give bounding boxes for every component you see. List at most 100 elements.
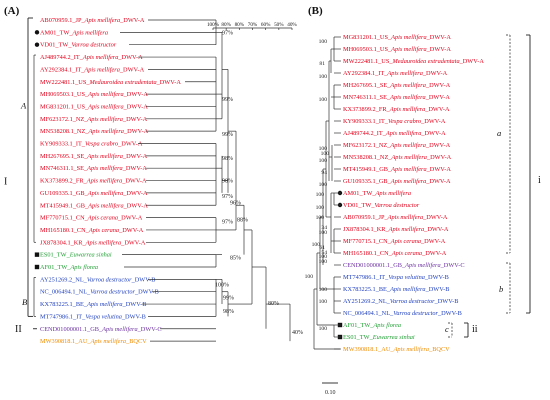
bootstrap-b-21: 100: [319, 299, 328, 305]
tip-label-b-22: AY251269.2_NL_Varroa destructor_DWV-B: [343, 298, 458, 305]
group-label-i: i: [538, 175, 541, 186]
panel-b-tree: MG831201.1_US_Apis mellifera_DWV-A MH0695…: [305, 34, 541, 396]
bootstrap-b-0: 100: [319, 39, 328, 45]
tip-label-b-1: MH069503.1_US_Apis mellifera_DWV-A: [343, 46, 451, 53]
tip-label-b-26: MW390818.1_AU_Apis mellifera_BQCV: [343, 346, 450, 353]
tip-label-b-20: MT747986.1_IT_Vespa velutina_DWV-B: [343, 274, 449, 281]
bootstrap-b-16: 61: [319, 245, 325, 251]
group-label-a: a: [497, 128, 501, 138]
tip-label-b-25: ES01_TW_Euwarrea sinhai: [343, 334, 415, 341]
scale-tick-label-4: 60%: [261, 22, 271, 28]
bootstrap-a-0: 97%: [222, 30, 233, 36]
group-label-A: A: [20, 100, 27, 110]
bootstrap-b-12: 100: [319, 230, 328, 236]
tip-label-a-26: MW390818.1_AU_Apis mellifera_BQCV: [40, 338, 147, 345]
bootstrap-a-9: 85%: [230, 256, 241, 262]
tip-label-a-18: JX878304.1_KR_Apis mellifera_DWV-A: [40, 239, 146, 246]
tip-label-a-23: KX783225.1_BE_Apis mellifera_DWV-B: [40, 301, 146, 308]
tip-label-a-4: AY292384.1_IT_Apis mellifera_DWV-A: [40, 66, 145, 73]
bootstrap-b-2: 100: [319, 74, 328, 80]
tip-label-b-14: VD01_TW_Varroa destructor: [343, 202, 420, 209]
panel-b-label: (B): [308, 5, 323, 17]
tip-label-a-16: MF770715.1_CN_Apis cerana_DWV-A: [40, 215, 143, 222]
bootstrap-b-6: 100: [319, 158, 328, 164]
tip-label-a-9: MN538208.1_NZ_Apis mellifera_DWV-A: [40, 128, 149, 135]
tip-label-b-15: AB070959.1_JP_Apis mellifera_DWV-A: [343, 214, 448, 221]
bootstrap-a-1: 99%: [222, 97, 233, 103]
scale-tick-label-3: 70%: [248, 22, 258, 28]
tip-label-a-24: MT747986.1_IT_Vespa velutina_DWV-B: [40, 313, 146, 320]
group-label-c: c: [445, 324, 449, 334]
tip-label-b-17: MF770715.1_CN_Apis cerana_DWV-A: [343, 238, 446, 245]
tip-label-a-22: NC_006494.1_NL_Varroa destructor_DWV-B: [40, 289, 159, 296]
bootstrap-a-8: 88%: [237, 218, 248, 224]
tip-marker-a-2: [34, 42, 40, 47]
tip-label-a-1: AM01_TW_Apis mellifera: [40, 29, 108, 36]
tip-label-a-25: CEND01000001.1_GB_Apis mellifera_DWV-C: [40, 326, 162, 333]
bootstrap-a-10: 100%: [215, 282, 229, 288]
bootstrap-b-5: 100: [321, 151, 330, 157]
bootstrap-b-4: 100: [319, 146, 328, 152]
group-label-B: B: [22, 297, 27, 307]
bootstrap-a-6: 96%: [230, 200, 241, 206]
bootstrap-b-10: 100: [316, 205, 325, 211]
bootstrap-a-14: 40%: [292, 330, 303, 336]
tip-label-b-21: KX783225.1_BE_Apis mellifera_DWV-B: [343, 286, 449, 293]
scale-tick-label-1: 80%: [221, 22, 231, 28]
tip-label-a-14: GU109335.1_GB_Apis mellifera_DWV-A: [40, 190, 148, 197]
tip-label-b-2: MW222481.1_US_Medauroidea extradentata_D…: [343, 58, 484, 65]
tip-label-a-5: MW222481.1_US_Medauroidea extradentata_D…: [40, 79, 181, 86]
tip-label-a-6: MH069503.1_US_Apis mellifera_DWV-A: [40, 91, 148, 98]
tip-marker-a-20: [34, 264, 40, 270]
tip-label-a-3: AJ489744.2_IT_Apis mellifera_DWV-A: [40, 54, 143, 61]
bootstrap-b-1: 81: [319, 61, 325, 67]
tip-marker-a-19: [34, 252, 40, 257]
tip-label-b-8: AJ489744.2_IT_Apis mellifera_DWV-A: [343, 130, 446, 137]
tip-label-a-20: AF01_TW_Apis florea: [40, 264, 98, 271]
tip-marker-a-1: [34, 30, 40, 35]
bootstrap-a-4: 98%: [222, 179, 233, 185]
tip-label-b-18: MH165180.1_CN_Apis cerana_DWV-A: [343, 250, 447, 257]
bootstrap-b-22: 100: [319, 326, 328, 332]
tip-label-a-11: MH267695.1_SE_Apis mellifera_DWV-A: [40, 153, 148, 160]
tip-label-b-12: GU109335.1_GB_Apis mellifera_DWV-A: [343, 178, 451, 185]
tip-label-b-6: KX373899.2_FR_Apis mellifera_DWV-A: [343, 106, 450, 113]
bootstrap-a-2: 99%: [222, 132, 233, 138]
tip-label-a-21: AY251269.2_NL_Varroa destructor_DWV-B: [40, 276, 155, 283]
tip-label-a-10: KY909333.1_IT_Vespa crabro_DWV-A: [40, 141, 143, 148]
tip-label-a-8: MF623172.1_NZ_Apis mellifera_DWV-A: [40, 116, 148, 123]
bootstrap-a-5: 97%: [222, 194, 233, 200]
bootstrap-b-14: 100: [319, 254, 328, 260]
bootstrap-a-7: 97%: [222, 220, 233, 226]
tip-label-b-9: MF623172.1_NZ_Apis mellifera_DWV-A: [343, 142, 451, 149]
bootstrap-b-13: 100: [312, 242, 321, 248]
tip-label-b-11: MT415949.1_GB_Apis mellifera_DWV-A: [343, 166, 451, 173]
bootstrap-b-3: 100: [319, 97, 328, 103]
tip-label-a-15: MT415949.1_GB_Apis mellifera_DWV-A: [40, 202, 148, 209]
tip-label-a-17: MH165180.1_CN_Apis cerana_DWV-A: [40, 227, 144, 234]
tip-label-b-23: NC_006494.1_NL_Varroa destructor_DWV-B: [343, 310, 462, 317]
tip-label-b-19: CEND01000001.1_GB_Apis mellifera_DWV-C: [343, 262, 465, 269]
tip-label-b-13: AM01_TW_Apis mellifera: [343, 190, 411, 197]
tip-label-b-5: MN746311.1_SE_Apis mellifera_DWV-A: [343, 94, 450, 101]
tip-label-a-2: VD01_TW_Varroa destructor: [40, 42, 117, 49]
bootstrap-b-8: 100: [319, 182, 328, 188]
bootstrap-b-9: 100: [316, 192, 325, 198]
scale-tick-label-2: 80%: [235, 22, 245, 28]
bootstrap-b-20: 100: [319, 287, 328, 293]
scale-tick-label-5: 50%: [274, 22, 284, 28]
tip-label-b-10: MN538208.1_NZ_Apis mellifera_DWV-A: [343, 154, 452, 161]
tip-label-a-13: KX373899.2_FR_Apis mellifera_DWV-A: [40, 178, 147, 185]
bootstrap-b-19: 100: [305, 274, 314, 280]
tip-label-b-3: AY292384.1_IT_Apis mellifera_DWV-A: [343, 70, 448, 77]
bootstrap-b-11: 100: [316, 215, 325, 221]
tip-label-b-4: MH267695.1_SE_Apis mellifera_DWV-A: [343, 82, 451, 89]
bootstrap-b-7: 94: [321, 170, 327, 176]
tip-label-a-12: MN746311.1_SE_Apis mellifera_DWV-A: [40, 165, 147, 172]
bootstrap-a-11: 99%: [223, 296, 234, 302]
group-label-b: b: [499, 284, 503, 294]
panel-a-tree: 100% 80% 80% 70% 60% 50% 40%AB070959.1_JP_Apis…: [4, 17, 303, 345]
bootstrap-b-15: 100: [319, 259, 328, 265]
panel-a-label: (A): [4, 5, 20, 17]
